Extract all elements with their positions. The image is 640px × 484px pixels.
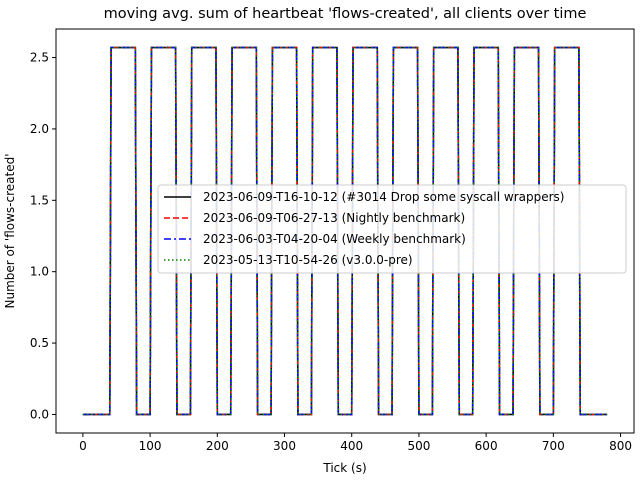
legend-box	[157, 184, 627, 274]
x-tick-label: 0	[79, 439, 87, 453]
y-tick-label: 2.0	[30, 122, 49, 136]
legend-label-4: 2023-05-13-T10-54-26 (v3.0.0-pre)	[203, 253, 413, 267]
y-tick-label: 1.5	[30, 193, 49, 207]
series-line-4	[82, 46, 608, 416]
x-tick-label: 400	[340, 439, 363, 453]
chart-title: moving avg. sum of heartbeat 'flows-crea…	[104, 6, 587, 22]
legend-label-2: 2023-06-09-T06-27-13 (Nightly benchmark)	[203, 211, 465, 225]
y-tick-label: 0.5	[30, 336, 49, 350]
y-tick-label: 1.0	[30, 265, 49, 279]
x-tick-label: 800	[609, 439, 632, 453]
legend-label-3: 2023-06-03-T04-20-04 (Weekly benchmark)	[203, 232, 466, 246]
x-axis: 0 100 200 300 400 500 600 700 800	[79, 433, 632, 453]
legend: 2023-06-09-T16-10-12 (#3014 Drop some sy…	[157, 184, 627, 274]
x-tick-label: 700	[542, 439, 565, 453]
plot-series-group	[82, 46, 608, 416]
x-tick-label: 600	[475, 439, 498, 453]
legend-label-1: 2023-06-09-T16-10-12 (#3014 Drop some sy…	[203, 190, 564, 204]
x-tick-label: 100	[139, 439, 162, 453]
plot-frame	[55, 28, 635, 434]
x-axis-label: Tick (s)	[322, 461, 366, 475]
y-tick-label: 2.5	[30, 51, 49, 65]
x-tick-label: 200	[206, 439, 229, 453]
y-axis-label: Number of 'flows-created'	[3, 153, 17, 308]
x-tick-label: 500	[407, 439, 430, 453]
x-tick-label: 300	[273, 439, 296, 453]
y-tick-label: 0.0	[30, 407, 49, 421]
y-axis: 0.0 0.5 1.0 1.5 2.0 2.5	[30, 51, 56, 421]
